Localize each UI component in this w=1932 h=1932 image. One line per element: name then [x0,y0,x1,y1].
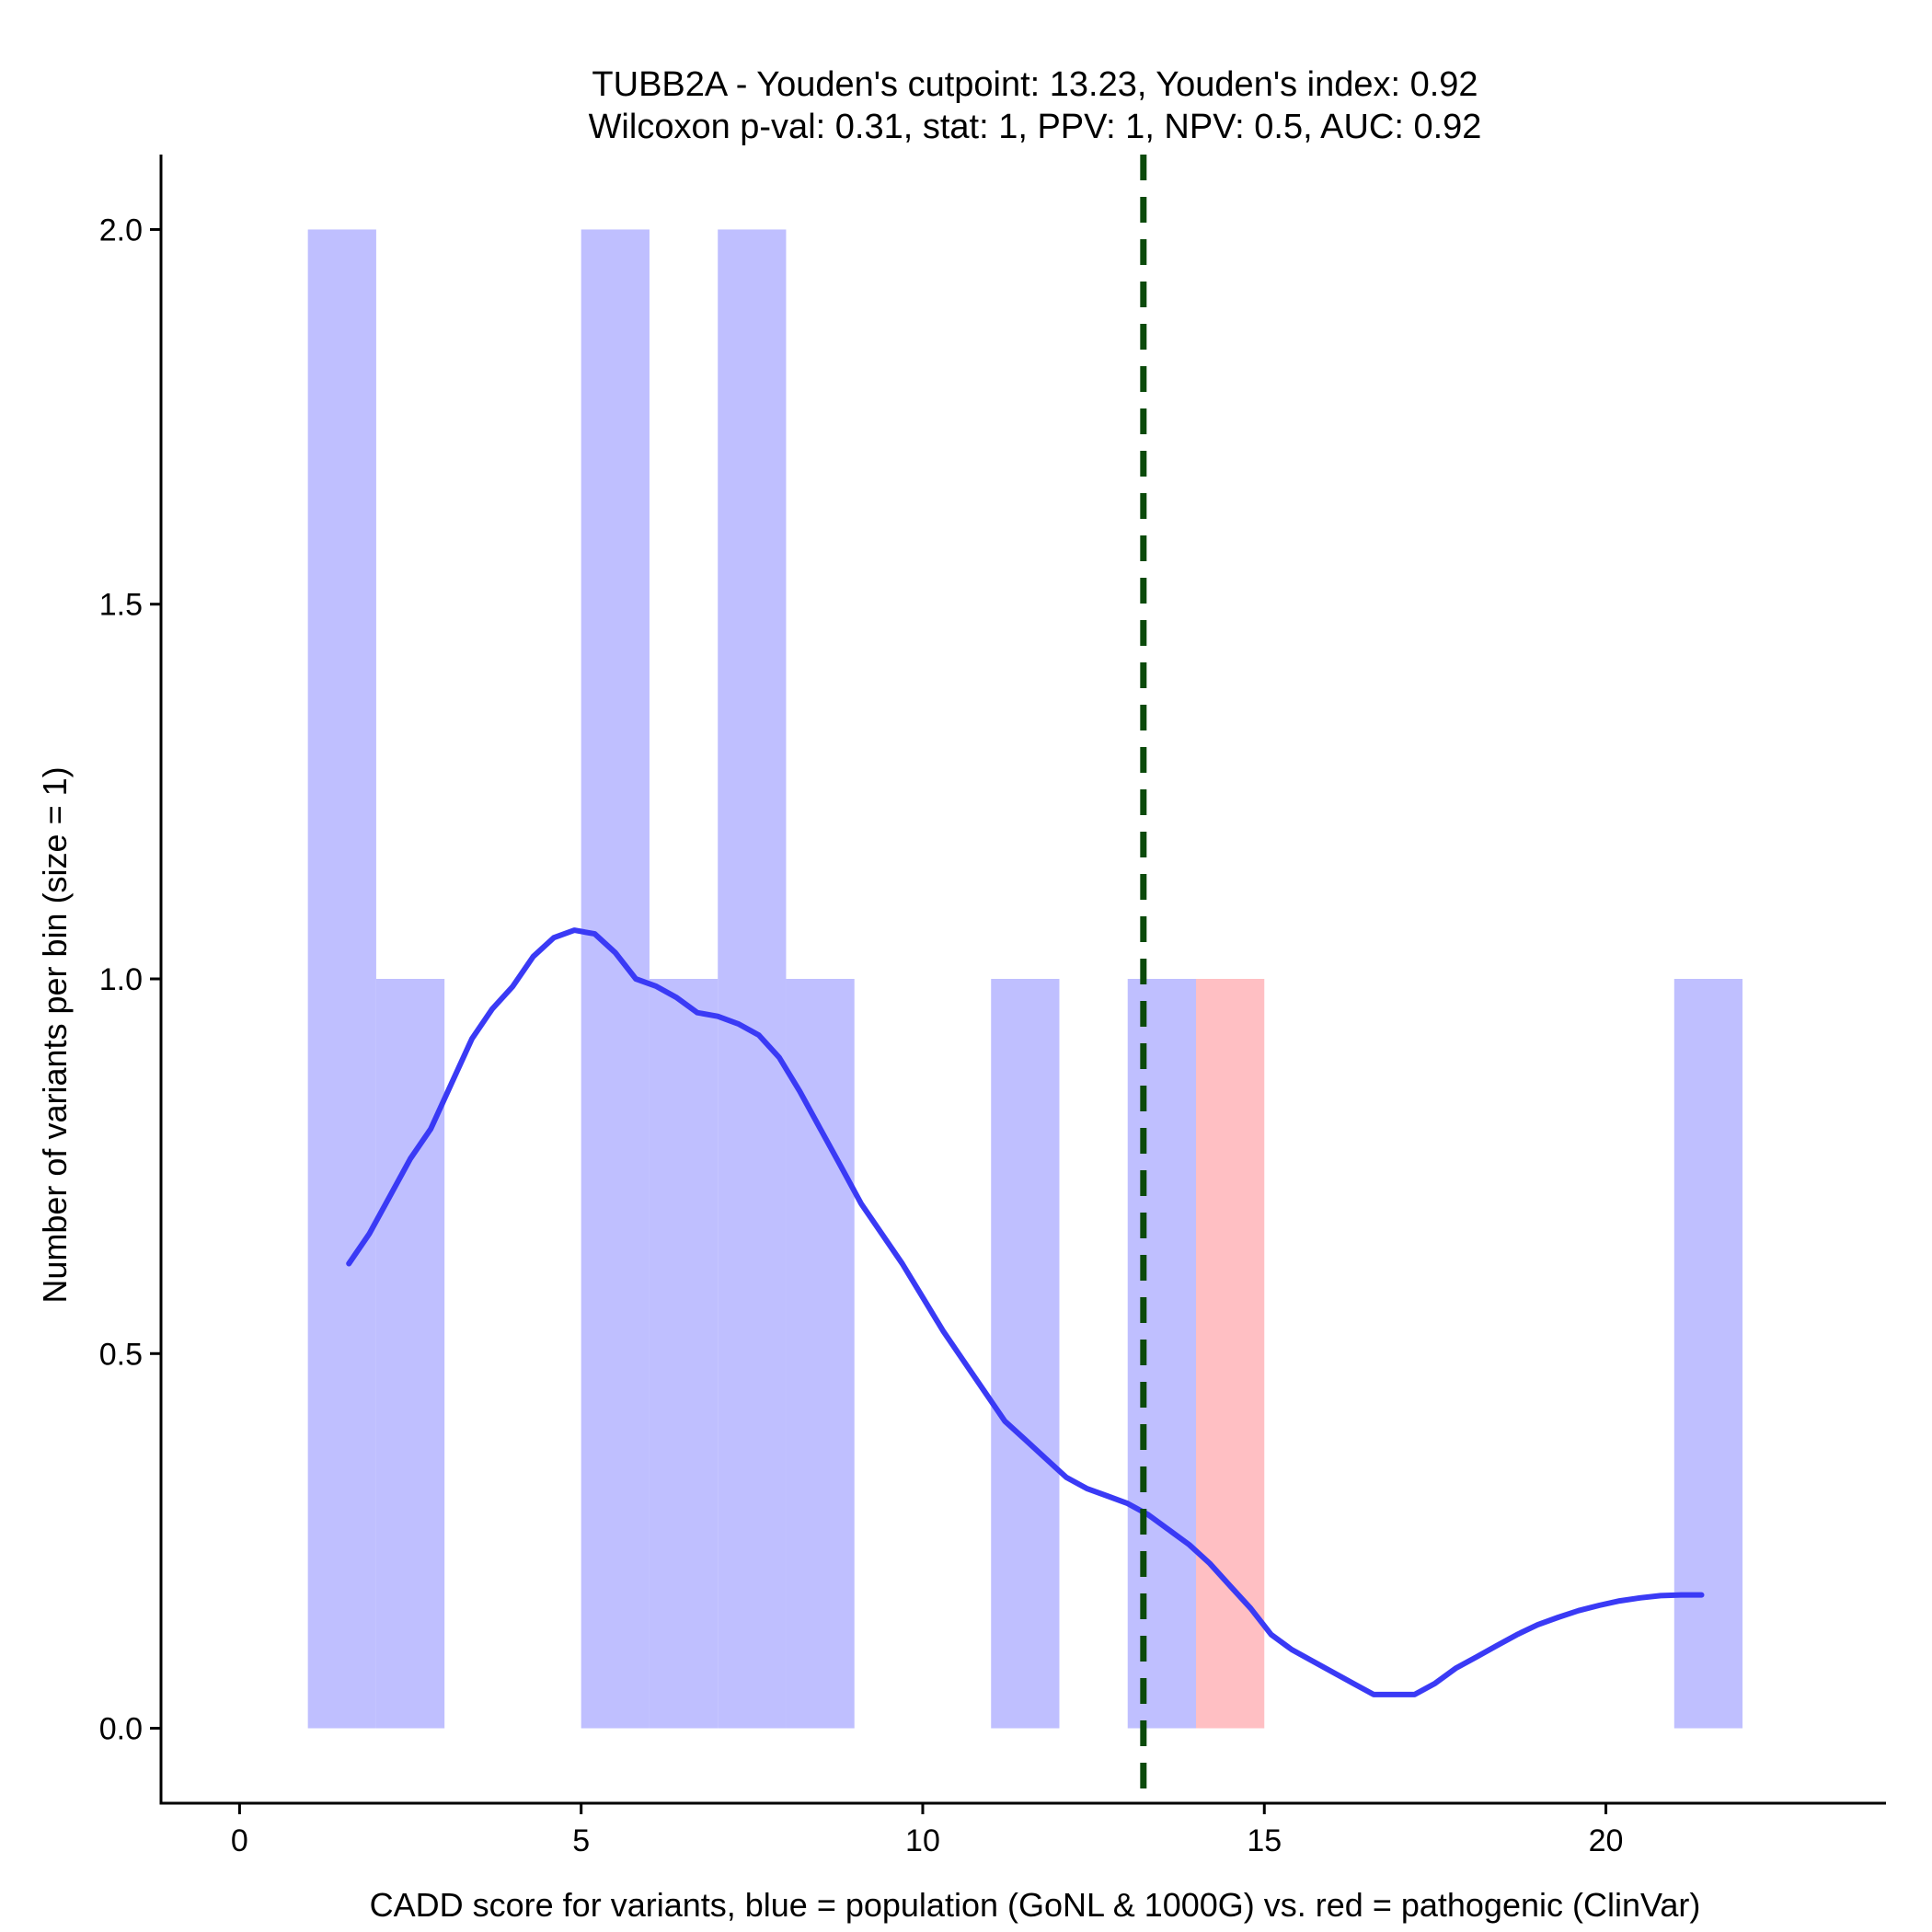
density-curve [346,927,1705,1697]
chart-title-line2: Wilcoxon p-val: 0.31, stat: 1, PPV: 1, N… [589,108,1482,146]
x-axis-title: CADD score for variants, blue = populati… [370,1886,1701,1924]
bar-population-bin-2 [375,979,445,1729]
bar-population-bin-13 [1127,979,1196,1729]
density-curve-layer [346,927,1705,1697]
tick-labels: 0 5 10 15 20 0.0 0.5 1.0 1.5 2.0 [99,213,1624,1858]
x-tick-label-20: 20 [1589,1823,1624,1858]
x-tick-label-10: 10 [905,1823,940,1858]
y-tick-label-1.5: 1.5 [99,588,143,623]
bar-population-bin-11 [991,979,1060,1729]
y-tick-label-1.0: 1.0 [99,962,143,997]
x-tick-label-0: 0 [231,1823,248,1858]
bar-population-bin-21 [1673,979,1743,1729]
y-tick-label-2.0: 2.0 [99,213,143,247]
bar-population-bin-6 [649,979,719,1729]
bar-population-bin-7 [718,229,787,1729]
axes [150,155,1886,1814]
bar-pathogenic-bin-14 [1196,979,1265,1729]
y-tick-label-0.5: 0.5 [99,1337,143,1372]
histogram-bars [307,229,1743,1729]
x-tick-label-5: 5 [572,1823,590,1858]
chart-title-line1: TUBB2A - Youden's cutpoint: 13.23, Youde… [592,65,1478,104]
bar-population-bin-8 [786,979,855,1729]
y-axis-title: Number of variants per bin (size = 1) [36,766,74,1303]
x-tick-label-15: 15 [1247,1823,1282,1858]
y-tick-label-0.0: 0.0 [99,1712,143,1747]
bar-population-bin-1 [307,229,376,1729]
